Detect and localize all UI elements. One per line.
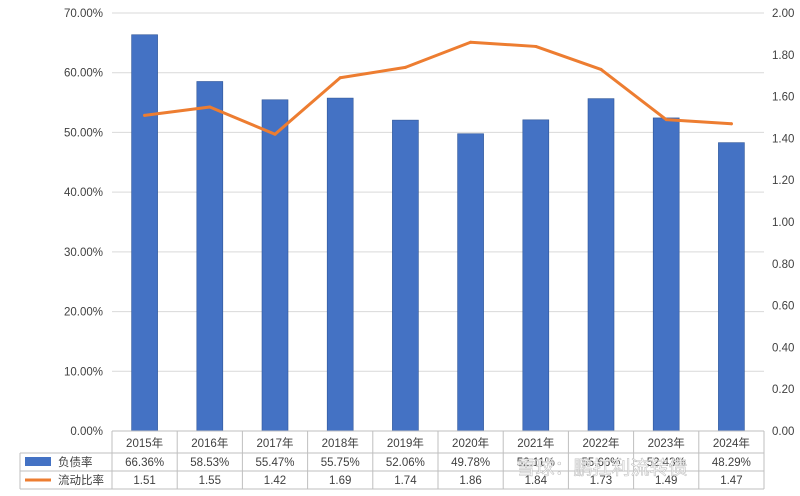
y-right-tick-label: 1.40 bbox=[772, 133, 794, 145]
y-right-tick-label: 0.20 bbox=[772, 384, 794, 396]
line-point bbox=[208, 105, 212, 109]
y-left-tick-label: 20.00% bbox=[64, 307, 103, 319]
data-label: 66.36% bbox=[125, 457, 164, 469]
y-right-tick-label: 0.00 bbox=[772, 426, 794, 438]
data-label: 52.43% bbox=[647, 457, 686, 469]
y-right-tick-label: 0.80 bbox=[772, 259, 794, 271]
line-path bbox=[143, 40, 733, 136]
line-point bbox=[143, 113, 147, 117]
bar bbox=[718, 142, 745, 432]
y-axis-left: 0.00% 10.00% 20.00% 30.00% 40.00% 50.00% 60.00… bbox=[64, 8, 103, 438]
data-label: 1.55 bbox=[199, 475, 221, 487]
data-label: 1.84 bbox=[525, 475, 548, 487]
y-left-tick-label: 40.00% bbox=[64, 187, 103, 199]
data-label: 58.53% bbox=[190, 457, 229, 469]
legend-label: 负债率 bbox=[58, 455, 93, 469]
data-table: 2015年 2016年 2017年 2018年 2019年 2020年 2021年 2022年… bbox=[19, 430, 765, 490]
bar bbox=[587, 98, 615, 432]
y-left-tick-label: 60.00% bbox=[64, 68, 103, 80]
bar bbox=[196, 81, 224, 432]
x-tick-label: 2022年 bbox=[582, 436, 619, 450]
bar bbox=[261, 99, 289, 432]
data-label: 1.86 bbox=[459, 475, 481, 487]
bar bbox=[392, 119, 419, 432]
data-label: 52.11% bbox=[517, 457, 555, 469]
data-label: 1.51 bbox=[133, 475, 155, 487]
line-series bbox=[143, 40, 733, 136]
line-point bbox=[599, 67, 603, 71]
bar bbox=[457, 133, 484, 432]
y-left-tick-label: 70.00% bbox=[64, 8, 103, 20]
x-tick-label: 2015年 bbox=[126, 436, 163, 450]
data-label: 48.29% bbox=[712, 457, 751, 469]
data-label: 1.47 bbox=[720, 475, 742, 487]
data-label: 55.47% bbox=[255, 457, 294, 469]
y-right-tick-label: 1.20 bbox=[772, 175, 794, 187]
legend-swatch-bar bbox=[25, 457, 51, 466]
line-point bbox=[729, 122, 733, 126]
data-label: 1.69 bbox=[329, 475, 351, 487]
y-right-tick-label: 1.80 bbox=[772, 50, 794, 62]
bar bbox=[522, 119, 550, 432]
data-label: 52.06% bbox=[386, 457, 425, 469]
y-axis-right: 0.00 0.20 0.40 0.60 0.80 1.00 1.20 1.40 1.60 1.80… bbox=[772, 8, 794, 438]
y-right-tick-label: 0.40 bbox=[772, 342, 794, 354]
x-tick-label: 2021年 bbox=[517, 436, 554, 450]
legend-label: 流动比率 bbox=[58, 473, 104, 487]
x-tick-label: 2016年 bbox=[191, 436, 228, 450]
x-tick-label: 2018年 bbox=[322, 436, 359, 450]
y-right-tick-label: 1.00 bbox=[772, 217, 794, 229]
line-point bbox=[273, 132, 277, 136]
data-label: 1.73 bbox=[590, 475, 612, 487]
bar bbox=[326, 97, 354, 432]
bar-series bbox=[131, 34, 745, 432]
x-tick-label: 2024年 bbox=[713, 436, 750, 450]
y-left-tick-label: 50.00% bbox=[64, 127, 103, 139]
data-label: 1.42 bbox=[264, 475, 286, 487]
watermark-text: 雪球：鹏扛利流转债 bbox=[516, 457, 687, 479]
x-tick-label: 2019年 bbox=[387, 436, 424, 450]
data-label: 49.78% bbox=[451, 457, 490, 469]
bar bbox=[652, 117, 680, 432]
line-point bbox=[469, 40, 473, 44]
y-left-tick-label: 10.00% bbox=[64, 366, 103, 378]
data-label: 1.74 bbox=[394, 475, 417, 487]
line-point bbox=[338, 76, 342, 80]
data-label: 55.66% bbox=[581, 457, 620, 469]
bar bbox=[131, 34, 158, 432]
line-point bbox=[664, 118, 668, 122]
x-tick-label: 2020年 bbox=[452, 436, 489, 450]
y-right-tick-label: 0.60 bbox=[772, 301, 794, 313]
data-label: 1.49 bbox=[655, 475, 677, 487]
x-tick-label: 2017年 bbox=[256, 436, 293, 450]
data-label: 55.75% bbox=[321, 457, 360, 469]
y-left-tick-label: 30.00% bbox=[64, 247, 103, 259]
line-point bbox=[534, 44, 538, 48]
y-right-tick-label: 1.60 bbox=[772, 92, 794, 104]
line-point bbox=[403, 65, 407, 69]
x-tick-label: 2023年 bbox=[648, 436, 685, 450]
y-right-tick-label: 2.00 bbox=[772, 8, 794, 20]
y-left-tick-label: 0.00% bbox=[70, 426, 103, 438]
